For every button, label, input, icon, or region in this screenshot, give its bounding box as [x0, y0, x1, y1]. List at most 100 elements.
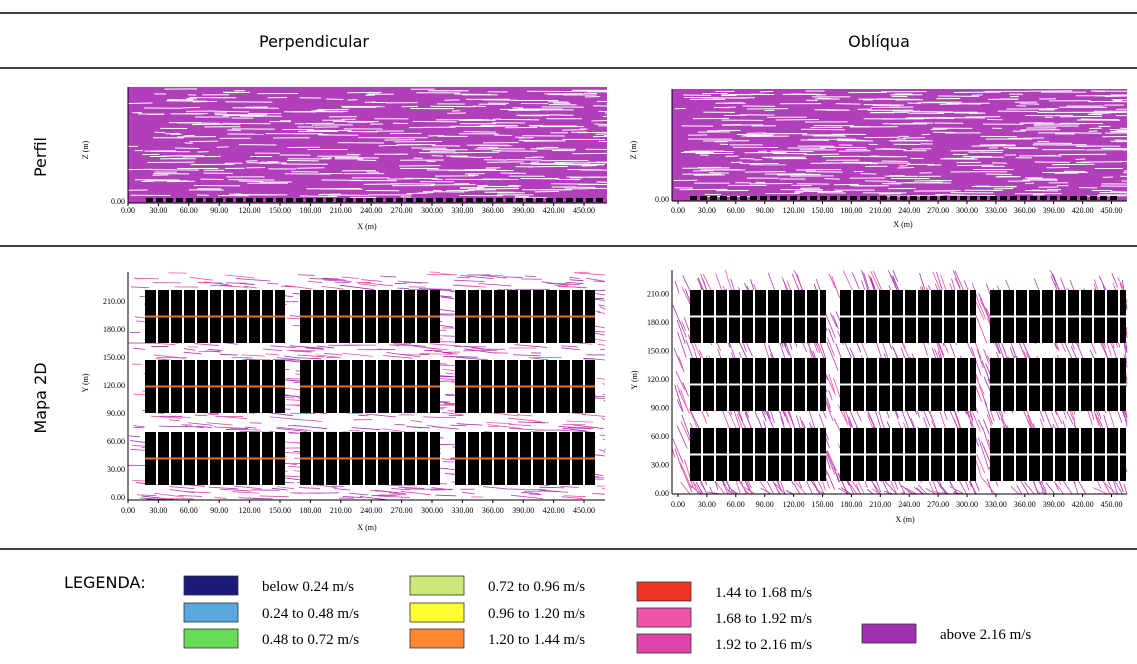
streak — [133, 277, 159, 280]
streak — [528, 357, 549, 361]
streak — [323, 352, 343, 356]
legend-label: 0.24 to 0.48 m/s — [262, 606, 359, 622]
building — [326, 198, 333, 202]
streak — [816, 478, 825, 495]
streak — [828, 273, 836, 289]
x-tick-label: 450.00 — [1101, 500, 1123, 509]
x-tick-label: 150.00 — [269, 206, 291, 215]
streak — [413, 345, 440, 350]
streak — [980, 476, 996, 495]
legend-label: above 2.16 m/s — [940, 627, 1031, 643]
streak — [307, 280, 323, 283]
x-tick-label: 120.00 — [239, 206, 261, 215]
building — [830, 196, 837, 200]
streak — [321, 285, 345, 290]
legend-swatch — [183, 575, 239, 596]
building — [366, 198, 373, 202]
streak — [774, 482, 786, 495]
streak — [1010, 486, 1020, 495]
x-tick-label: 300.00 — [956, 206, 978, 215]
x-tick-label: 270.00 — [391, 506, 413, 515]
streak — [572, 424, 604, 429]
y-tick-label: 60.00 — [651, 432, 669, 441]
building — [910, 196, 917, 200]
streak — [206, 422, 233, 426]
streak — [838, 487, 849, 495]
streak — [597, 343, 606, 346]
streak — [866, 489, 874, 495]
streak — [976, 348, 984, 369]
streak — [689, 484, 702, 495]
building — [940, 196, 947, 200]
x-tick-label: 360.00 — [1014, 206, 1036, 215]
streak — [905, 487, 917, 495]
streak — [581, 413, 606, 417]
streak — [450, 424, 467, 427]
y-tick-label: 180.00 — [103, 325, 125, 334]
x-tick-label: 90.00 — [756, 206, 774, 215]
streak — [682, 275, 691, 293]
streak — [824, 310, 836, 339]
streak — [1123, 483, 1128, 495]
legend-swatch — [636, 581, 692, 602]
streak — [981, 360, 991, 383]
building — [516, 198, 523, 202]
legend-swatch — [636, 607, 692, 628]
x-tick-label: 240.00 — [898, 206, 920, 215]
building — [970, 196, 977, 200]
building — [446, 198, 453, 202]
streak — [284, 284, 312, 290]
streak — [486, 422, 512, 425]
streak — [224, 274, 255, 279]
x-tick-label: 210.00 — [869, 500, 891, 509]
streak — [159, 425, 188, 428]
building — [496, 198, 503, 202]
building — [770, 196, 777, 200]
legend-title: LEGENDA: — [64, 573, 146, 592]
streak — [954, 277, 961, 290]
streak — [892, 269, 899, 283]
streak — [603, 399, 606, 402]
streak — [562, 427, 587, 432]
x-tick-label: 30.00 — [698, 500, 716, 509]
streak — [831, 275, 841, 298]
streak — [214, 497, 227, 499]
x-tick-label: 300.00 — [421, 206, 443, 215]
streak — [599, 448, 606, 452]
streak — [674, 280, 680, 294]
streak — [597, 311, 606, 314]
streak — [219, 488, 252, 492]
building — [860, 196, 867, 200]
x-tick-label: 360.00 — [1014, 500, 1036, 509]
streak — [1103, 414, 1109, 429]
streak — [603, 451, 606, 454]
legend-label: below 0.24 m/s — [262, 579, 354, 595]
streak — [438, 324, 454, 328]
building — [216, 198, 223, 202]
x-tick-label: 210.00 — [330, 506, 352, 515]
streak — [383, 355, 413, 359]
streak — [938, 484, 947, 495]
streak — [272, 359, 301, 361]
streak — [460, 274, 494, 280]
streak — [132, 445, 147, 447]
streak — [699, 482, 708, 495]
x-tick-label: 450.00 — [1101, 206, 1123, 215]
streak — [1055, 483, 1064, 495]
building — [1050, 196, 1057, 200]
x-tick-label: 240.00 — [898, 500, 920, 509]
legend-swatch — [409, 628, 465, 649]
legend-swatch — [183, 602, 239, 623]
building — [356, 198, 363, 202]
building — [406, 198, 413, 202]
streak — [932, 480, 939, 495]
streak — [828, 389, 833, 401]
building — [506, 198, 513, 202]
building — [296, 198, 303, 202]
building — [810, 196, 817, 200]
streak — [269, 416, 301, 421]
y-tick-label: 0.00 — [111, 493, 125, 502]
x-tick-label: 180.00 — [840, 206, 862, 215]
building — [176, 198, 183, 202]
streak — [558, 426, 594, 429]
